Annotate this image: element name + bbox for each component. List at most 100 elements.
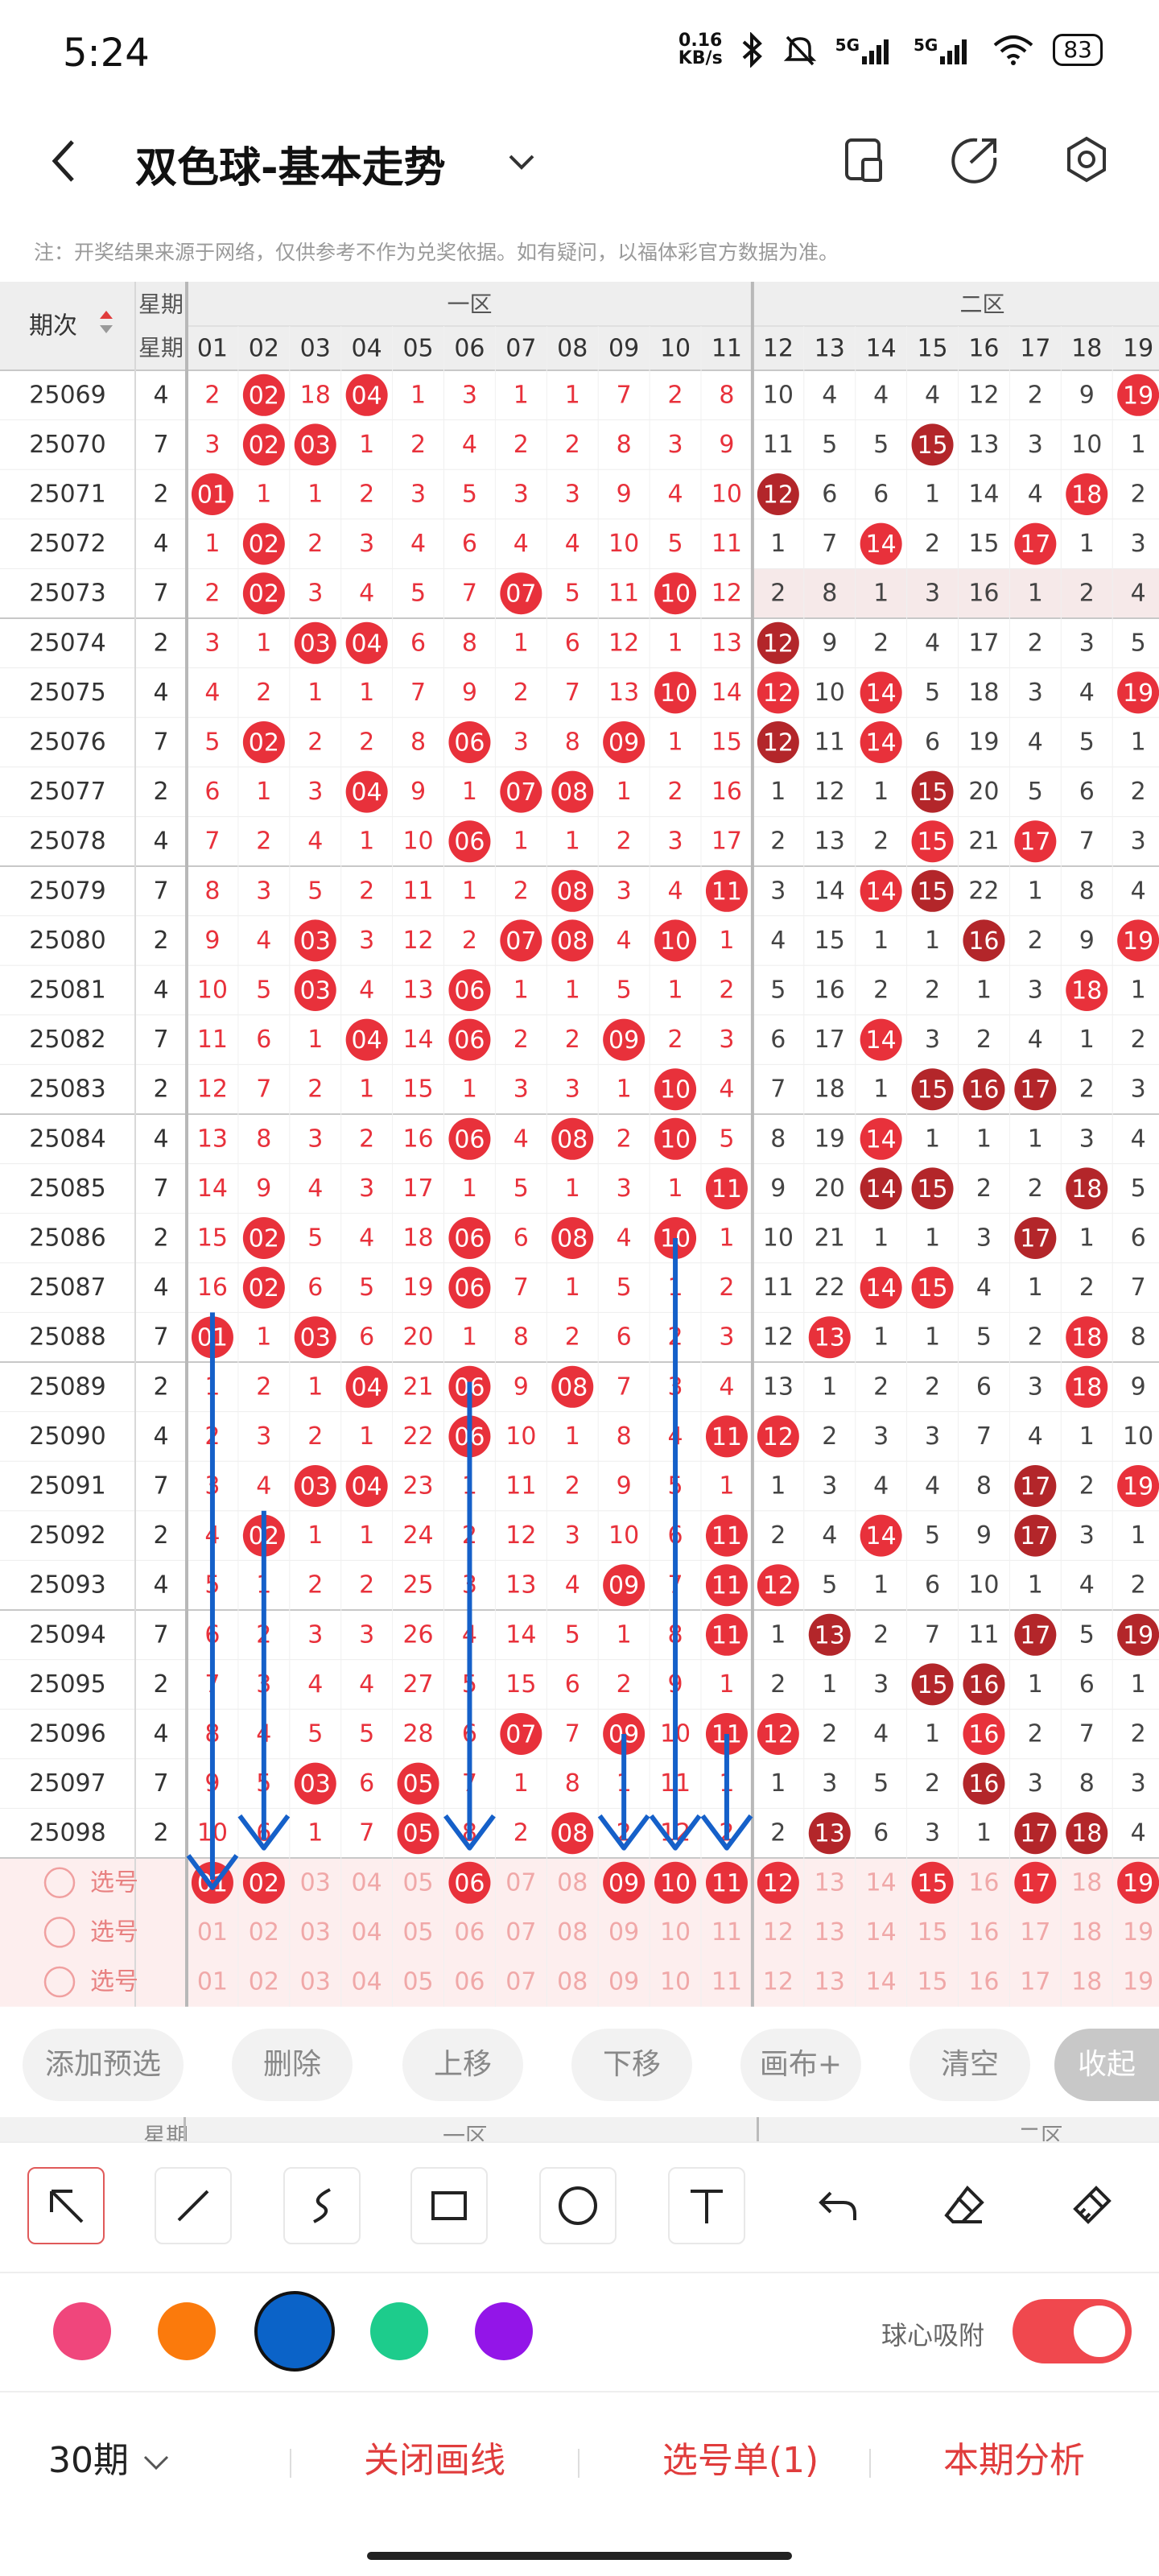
text-tool-icon[interactable]: [668, 2167, 745, 2244]
row-issue: 25098: [29, 1819, 105, 1847]
cell-value: 1: [873, 778, 889, 806]
cell-value: 2: [925, 1373, 940, 1401]
table-row: 2508921210421069087341312263189: [29, 1365, 1146, 1408]
canvas-plus-button[interactable]: 画布+: [740, 2029, 861, 2101]
cell-value: 14: [505, 1620, 536, 1649]
header-number: 13: [815, 335, 845, 363]
table-row: 25079 7 8 3 5 2 11 1 2 08 3 4 11 3 14 14 15 22 1 8 4: [29, 869, 1146, 912]
cell-value: 8: [514, 1323, 529, 1352]
cell-value: 5: [462, 481, 477, 509]
settings-icon[interactable]: [1061, 134, 1112, 185]
cell-value: 3: [822, 1769, 837, 1798]
cell-value: 2: [719, 1274, 734, 1302]
add-preselect-button[interactable]: 添加预选: [23, 2029, 184, 2101]
move-up-button[interactable]: 上移: [402, 2029, 523, 2101]
clear-brush-icon[interactable]: [1053, 2167, 1130, 2244]
cell-value: 11: [711, 1175, 742, 1203]
cell-value: 3: [1028, 431, 1043, 459]
pick-list-button[interactable]: 选号单(1): [662, 2440, 819, 2481]
cell-value: 17: [815, 1026, 845, 1054]
ball-marker: [911, 1167, 954, 1210]
trend-chart[interactable]: 期次 星期 星期 一区 二区 01 02 03 04 05 06 07 08 09 10 11 12 13 14 15…: [0, 282, 1159, 2013]
cell-value: 12: [505, 1521, 536, 1550]
share-icon[interactable]: [950, 134, 1001, 185]
color-swatch-pink[interactable]: [53, 2302, 111, 2360]
close-lines-button[interactable]: 关闭画线: [364, 2440, 505, 2481]
row-issue: 25094: [29, 1620, 105, 1649]
header-number: 19: [1123, 335, 1153, 363]
page-title[interactable]: 双色球-基本走势: [135, 144, 446, 192]
period-selector[interactable]: 30期: [48, 2392, 258, 2529]
table-row: 250874160265190671512112214154127: [29, 1266, 1146, 1309]
color-swatch-purple[interactable]: [475, 2302, 533, 2360]
cell-value: 5: [359, 1274, 374, 1302]
cell-value: 7: [770, 1075, 786, 1104]
ball-marker: [1066, 1316, 1108, 1359]
cell-value: 6: [770, 1026, 786, 1054]
undo-icon[interactable]: [798, 2167, 876, 2244]
eraser-icon[interactable]: [926, 2167, 1003, 2244]
ball-marker: [551, 1217, 594, 1259]
cell-value: 2: [514, 877, 529, 905]
cell-value: 3: [359, 530, 374, 558]
color-swatch-blue[interactable]: [254, 2291, 335, 2372]
cell-value: 5: [925, 679, 940, 707]
cell-value: 3: [617, 877, 632, 905]
cell-value: 18: [968, 679, 999, 707]
cell-value: 7: [565, 1720, 580, 1748]
ball-marker: [448, 820, 491, 863]
cell-value: 2: [1028, 927, 1043, 955]
cell-value: 7: [1079, 1720, 1095, 1748]
move-down-button[interactable]: 下移: [571, 2029, 692, 2101]
cell-value: 2: [822, 1422, 837, 1451]
cell-value: 06: [454, 1026, 485, 1055]
cell-value: 2: [514, 1819, 529, 1847]
cell-value: 1: [770, 1472, 786, 1501]
back-icon[interactable]: [48, 137, 80, 185]
snap-toggle[interactable]: [1013, 2299, 1132, 2363]
header-number: 07: [505, 335, 536, 363]
collapse-button[interactable]: 收起: [1054, 2029, 1159, 2101]
cell-value: 2: [1079, 1472, 1095, 1501]
cell-value: 28: [402, 1720, 433, 1748]
table-row: 2509042321220610184111223374110: [29, 1415, 1153, 1458]
cell-value: 07: [505, 778, 536, 807]
row-week: 2: [153, 1521, 168, 1550]
rectangle-tool-icon[interactable]: [410, 2167, 488, 2244]
cell-value: 19: [1123, 927, 1153, 956]
chevron-down-icon[interactable]: [505, 145, 538, 177]
cell-value: 2: [359, 1571, 374, 1600]
cell-value: 6: [976, 1373, 992, 1401]
pick-number: 06: [454, 1869, 485, 1897]
cell-value: 5: [822, 431, 837, 459]
line-tool-icon[interactable]: [155, 2167, 232, 2244]
pick-number: 05: [402, 1918, 433, 1946]
header-number: 06: [454, 335, 485, 363]
arrow-tool-icon[interactable]: [27, 2167, 105, 2244]
ball-marker: [860, 1514, 902, 1557]
cell-value: 2: [1028, 629, 1043, 657]
cell-value: 11: [763, 1274, 794, 1302]
color-swatch-orange[interactable]: [158, 2302, 216, 2360]
cell-value: 4: [514, 530, 529, 558]
circle-tool-icon[interactable]: [539, 2167, 617, 2244]
color-palette: 球心吸附: [0, 2272, 1159, 2389]
cell-value: 2: [1131, 481, 1146, 509]
curve-tool-icon[interactable]: [283, 2167, 361, 2244]
period-analysis-button[interactable]: 本期分析: [943, 2440, 1085, 2481]
device-icon[interactable]: [839, 134, 890, 185]
clear-button[interactable]: 清空: [909, 2029, 1030, 2101]
cell-value: 4: [256, 927, 271, 955]
cell-value: 1: [514, 629, 529, 657]
delete-button[interactable]: 删除: [232, 2029, 353, 2101]
table-row: 25072 4 1 02 2 3 4 6 4 4 10 5 11 1 7 14 2 15 17 1 3: [29, 522, 1146, 565]
color-swatch-green[interactable]: [370, 2302, 428, 2360]
home-indicator[interactable]: [367, 2552, 792, 2560]
pick-number: 19: [1123, 1968, 1153, 1996]
cell-value: 15: [917, 778, 947, 807]
pick-number: 12: [763, 1968, 794, 1996]
cell-value: 2: [1131, 1026, 1146, 1054]
cell-value: 08: [557, 778, 588, 807]
row-week: 4: [153, 1274, 168, 1302]
